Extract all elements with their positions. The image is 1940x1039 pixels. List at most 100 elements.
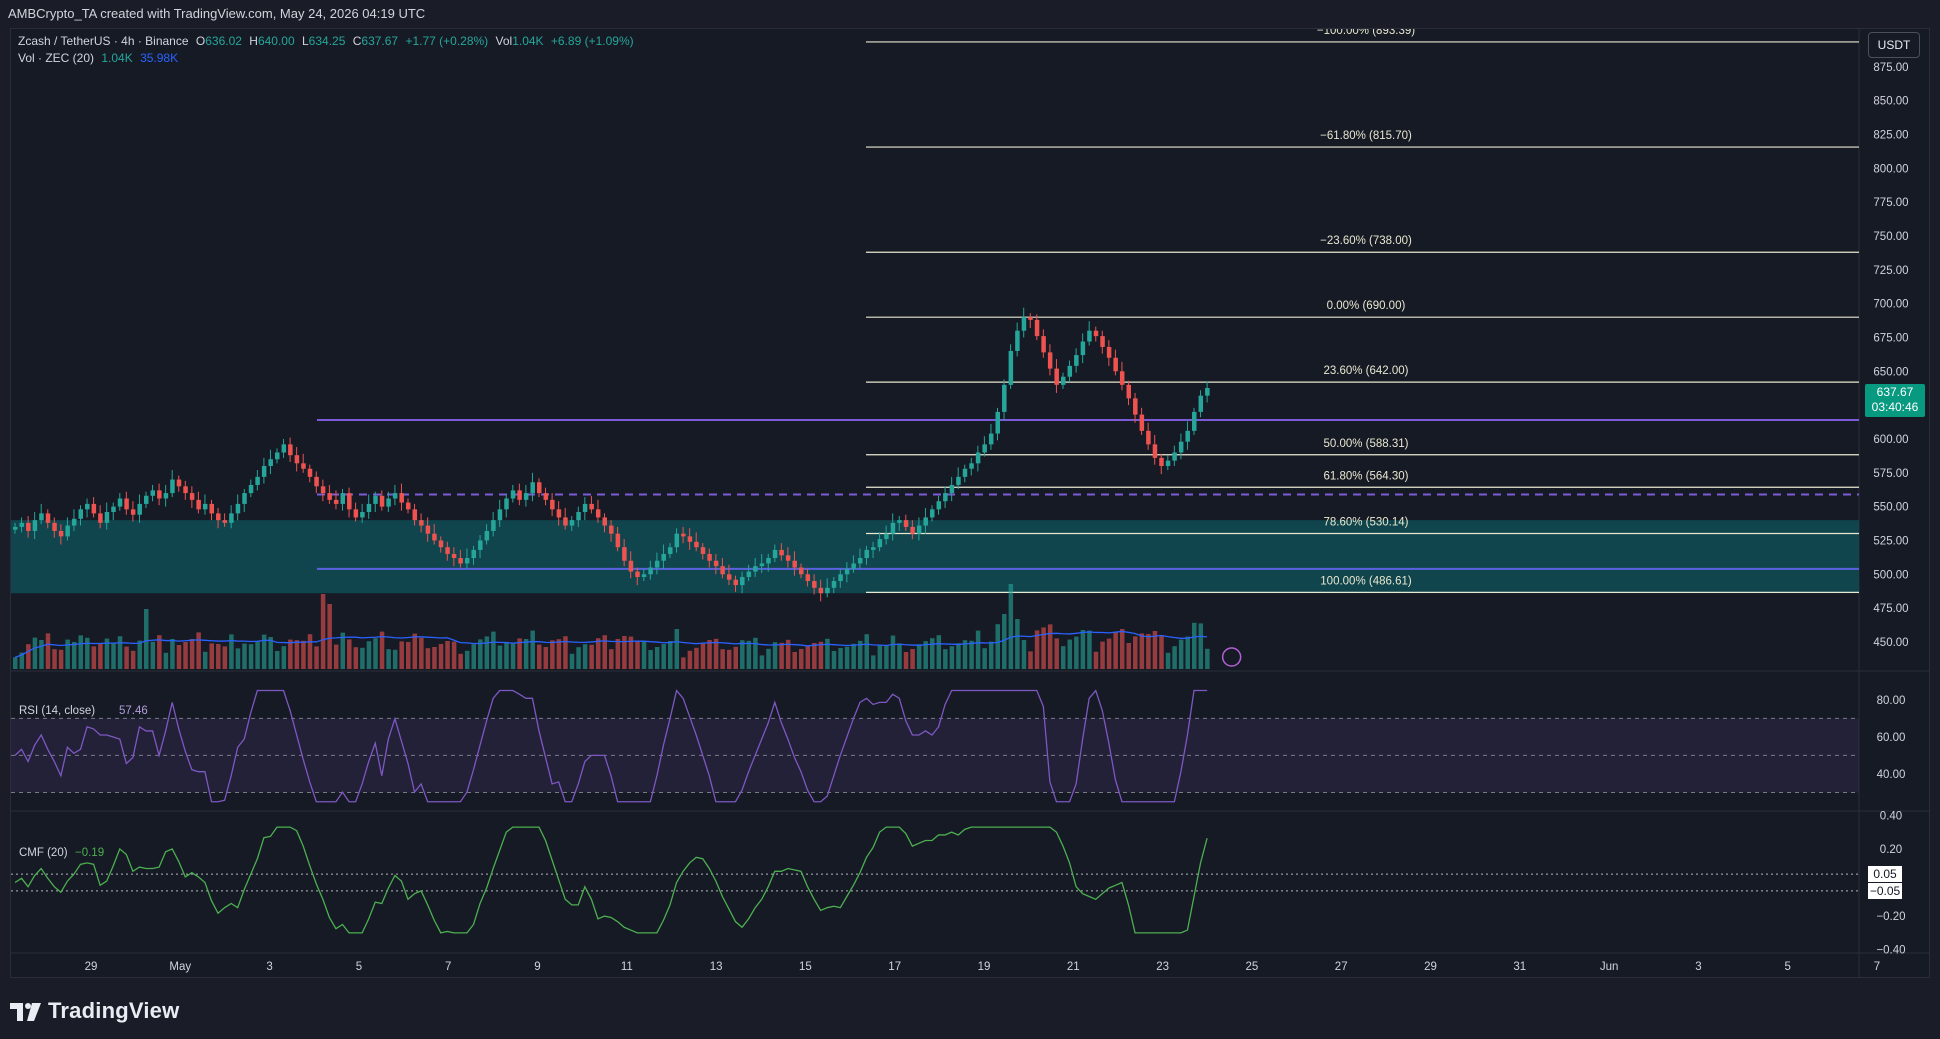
volume-bar: [235, 648, 241, 669]
volume-bar: [386, 649, 391, 669]
volume-bar: [71, 642, 77, 669]
candle-body: [916, 525, 922, 534]
price-axis-tick: 475.00: [1873, 603, 1908, 615]
volume-ma-line: [14, 630, 1208, 659]
candle-body: [294, 455, 300, 464]
volume-bar: [104, 638, 110, 669]
time-axis-tick: 23: [1156, 961, 1169, 973]
volume-bar: [707, 640, 712, 669]
volume-bar: [897, 643, 902, 669]
currency-button[interactable]: USDT: [1868, 32, 1920, 58]
legend-high: 640.00: [257, 34, 295, 48]
legend-high-label: H: [249, 34, 258, 48]
volume-bar: [1015, 619, 1020, 669]
candle-body: [654, 560, 660, 568]
rsi-line: [14, 689, 1208, 803]
time-axis-tick: 19: [978, 961, 991, 973]
volume-bar: [458, 653, 463, 669]
volume-bar: [419, 637, 424, 669]
volume-bar: [930, 638, 935, 669]
cmf-axis-tick: 0.20: [1880, 844, 1902, 856]
candle-body: [884, 533, 889, 540]
volume-bar: [288, 639, 293, 669]
volume-bar: [1113, 632, 1118, 669]
rsi-title: RSI (14, close): [19, 705, 95, 717]
volume-bar: [1008, 584, 1014, 669]
volume-bar: [91, 646, 97, 669]
volume-bar: [949, 646, 955, 669]
candle-body: [550, 499, 555, 510]
candle-body: [785, 555, 791, 561]
candle-body: [943, 493, 948, 502]
volume-bar: [720, 649, 725, 669]
volume-bar: [988, 641, 994, 669]
tradingview-logo[interactable]: TradingView: [10, 998, 179, 1024]
volume-bar: [432, 647, 437, 669]
candle-body: [674, 533, 680, 548]
time-axis-tick: 3: [1695, 961, 1701, 973]
tradingview-logo-icon: [10, 1001, 42, 1023]
time-axis-tick: 7: [1874, 961, 1880, 973]
candle-body: [1067, 365, 1073, 377]
volume-bar: [936, 635, 942, 669]
candle-body: [111, 506, 116, 513]
chart-frame[interactable]: −100.00% (893.39) −61.80% (815.70) −23.60%…: [10, 28, 1930, 978]
price-legend: Zcash / TetherUS · 4h · Binance O636.02 …: [18, 34, 638, 48]
time-axis-tick: 27: [1335, 961, 1348, 973]
vol-indicator-label: Vol · ZEC (20): [18, 51, 95, 65]
volume-bar: [687, 650, 693, 669]
volume-bar: [556, 639, 562, 669]
volume-bar: [628, 636, 634, 669]
candle-body: [641, 574, 647, 577]
volume-bar: [838, 648, 843, 669]
price-axis-tick: 450.00: [1873, 637, 1908, 649]
volume-bar: [484, 636, 490, 669]
fib-level-label: −23.60% (738.00): [1320, 235, 1412, 247]
candle-body: [694, 541, 699, 548]
candle-body: [772, 549, 778, 559]
volume-bar: [995, 624, 1000, 669]
fib-level-label: 61.80% (564.30): [1323, 470, 1408, 482]
volume-bar: [183, 642, 188, 669]
candle-body: [792, 560, 797, 568]
volume-bar: [602, 635, 607, 669]
volume-bar: [654, 647, 660, 669]
footer: [0, 980, 1940, 1039]
candle-body: [392, 493, 398, 499]
volume-bar: [1028, 651, 1033, 669]
candle-body: [1192, 411, 1197, 431]
volume-bar: [622, 636, 627, 669]
candle-body: [576, 512, 581, 521]
candle-body: [1087, 330, 1092, 342]
volume-bar: [877, 645, 883, 669]
candle-body: [1054, 368, 1059, 385]
candle-body: [799, 567, 804, 575]
candle-body: [124, 498, 129, 510]
candle-body: [543, 493, 549, 500]
fib-level-label: 0.00% (690.00): [1327, 300, 1406, 312]
volume-bar: [366, 641, 372, 669]
candle-body: [78, 509, 83, 519]
volume-bar: [497, 645, 503, 669]
volume-bar: [1080, 630, 1086, 669]
volume-bar: [1172, 646, 1177, 669]
volume-bar: [196, 632, 201, 669]
price-axis-tick: 725.00: [1873, 265, 1908, 277]
candle-body: [58, 530, 64, 537]
volume-bar: [137, 640, 142, 669]
candle-body: [510, 490, 516, 499]
volume-bar: [504, 642, 509, 669]
candle-body: [759, 563, 765, 567]
demand-zone: [11, 520, 1859, 594]
chart-canvas[interactable]: −100.00% (893.39) −61.80% (815.70) −23.60%…: [11, 29, 1929, 977]
volume-bar: [379, 631, 385, 669]
volume-bar: [320, 594, 326, 669]
volume-bar: [923, 641, 928, 669]
candle-body: [261, 466, 267, 477]
volume-bar: [864, 634, 869, 669]
price-axis-tick: 775.00: [1873, 197, 1908, 209]
fib-level-label: −100.00% (893.39): [1317, 29, 1415, 37]
candle-body: [320, 486, 326, 494]
volume-bar: [523, 639, 529, 669]
candle-body: [753, 566, 758, 572]
